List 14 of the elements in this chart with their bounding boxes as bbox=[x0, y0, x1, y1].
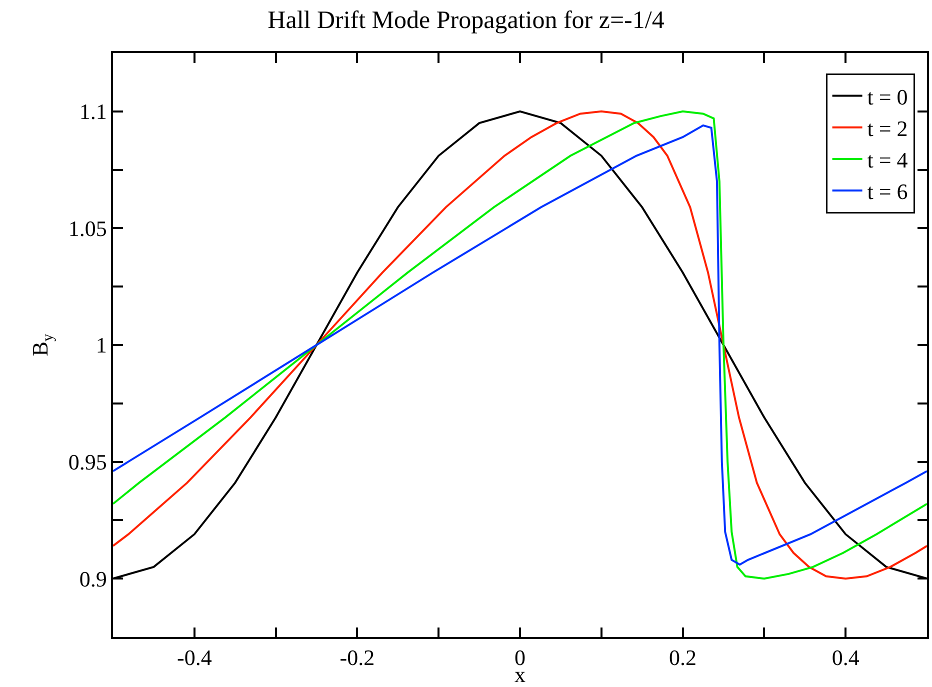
x-tick-label: 0.4 bbox=[832, 645, 860, 670]
legend-label: t = 0 bbox=[867, 84, 908, 110]
y-tick-label: 0.95 bbox=[68, 450, 107, 474]
x-tick-label: 0.2 bbox=[669, 645, 697, 670]
legend-label: t = 2 bbox=[867, 116, 908, 141]
y-tick-label: 1.05 bbox=[68, 216, 107, 241]
y-tick-label: 1 bbox=[96, 332, 107, 358]
x-tick-label: -0.4 bbox=[176, 645, 212, 670]
y-tick-label: 1.1 bbox=[79, 99, 107, 124]
legend-label: t = 6 bbox=[867, 179, 908, 204]
x-tick-label: -0.2 bbox=[340, 645, 375, 670]
y-tick-label: 0.9 bbox=[79, 566, 107, 592]
chart-title: Hall Drift Mode Propagation for z=-1/4 bbox=[268, 6, 665, 34]
legend-label: t = 4 bbox=[867, 148, 908, 173]
